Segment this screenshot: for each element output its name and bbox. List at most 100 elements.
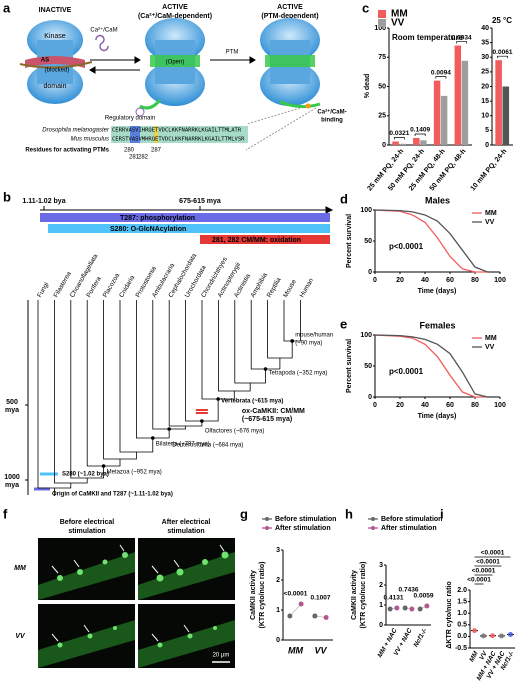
x-tick-label: 80 — [471, 277, 479, 284]
dot — [508, 632, 513, 638]
column-title: stimulation — [167, 528, 204, 535]
chart-title: Females — [419, 320, 455, 330]
x-axis-label: Time (days) — [418, 413, 457, 420]
y-tick-label: 0 — [382, 142, 386, 149]
x-tick-label: 80 — [471, 402, 479, 409]
ptm-bar — [200, 235, 330, 244]
survival-line — [374, 334, 488, 398]
y-axis-label: % dead — [364, 74, 371, 99]
y-tick-label: 0 — [485, 142, 489, 149]
p-value: 0.1007 — [311, 595, 331, 602]
x-tick-label: VV — [478, 650, 489, 662]
survival-line — [374, 209, 488, 273]
p-value: 0.0059 — [414, 593, 434, 600]
y-tick-label: 10 — [481, 113, 489, 120]
species-name: Drosophila melanogaster — [42, 128, 110, 134]
residue: 287 — [151, 148, 162, 154]
axis-label: 500 — [6, 399, 18, 406]
chart-title: Males — [425, 195, 450, 205]
timeline-label: 1.11-1.02 bya — [22, 198, 65, 205]
y-tick-label: 0 — [368, 394, 372, 401]
taxon-label: Mouse — [282, 278, 298, 299]
ptm-bar — [48, 224, 330, 233]
residue: 280 — [124, 148, 135, 154]
y-axis-label: ΔKTR cyto/nuc ratio — [446, 581, 453, 648]
dot — [402, 605, 408, 611]
legend-label: MM — [485, 210, 497, 217]
node-label: mouse/human — [295, 333, 333, 339]
legend-label: Before stimulation — [381, 516, 442, 523]
y-tick-label: 0 — [379, 622, 383, 629]
time-axis — [25, 300, 29, 495]
node-label: Olfactores (~676 mya) — [205, 429, 265, 435]
bar — [420, 140, 427, 145]
dot — [394, 605, 400, 611]
timeline — [40, 206, 334, 214]
p-value: <0.0001 — [472, 568, 496, 575]
legend-label: MM — [485, 335, 497, 342]
domain-label: AS — [41, 58, 49, 64]
y-tick-label: 2 — [276, 577, 280, 584]
y-axis-label: Percent survival — [346, 339, 353, 393]
node-label: Bilateria (~797 mya) — [156, 442, 210, 448]
p-value: p<0.0001 — [389, 242, 424, 251]
y-tick-label: 1.5 — [457, 598, 467, 605]
bar — [461, 60, 469, 146]
dot — [323, 615, 329, 620]
state-subtitle: (Ca²⁺/CaM-dependent) — [138, 13, 212, 20]
dot — [312, 613, 318, 619]
tree-node — [167, 427, 171, 431]
p-value: p<0.0001 — [389, 367, 424, 376]
x-tick-label: 10 mM PQ, 24-h — [470, 148, 509, 192]
tree-node — [263, 367, 268, 371]
panel-label: a — [3, 0, 11, 15]
dot — [424, 603, 430, 609]
column-title: Before electrical — [60, 519, 115, 526]
panel-label: d — [340, 191, 348, 206]
y-tick-label: 1.0 — [457, 610, 467, 617]
node-label: Metazoa (~952 mya) — [107, 470, 162, 476]
legend-label: MM — [391, 9, 408, 20]
kinase-active-cam — [135, 18, 205, 117]
legend-label: After stimulation — [381, 525, 437, 532]
panel-label: b — [3, 189, 11, 204]
residue: 282 — [138, 155, 149, 161]
dot — [481, 633, 486, 639]
column-title: After electrical — [162, 519, 211, 526]
bar — [440, 95, 448, 145]
x-tick-label: 40 — [421, 402, 429, 409]
legend-dot — [371, 526, 375, 530]
legend-dot — [265, 517, 269, 521]
x-tick-label: Ncf1-/- — [413, 627, 429, 648]
sequence: CERRVASVIHRQETVDCLKKFNARRKLKGAILTTMLATR — [112, 128, 242, 134]
y-tick-label: 2 — [379, 582, 383, 589]
tree-node — [290, 339, 295, 343]
tree-node — [200, 419, 204, 423]
bar — [413, 137, 420, 145]
sequence-box — [111, 126, 248, 143]
y-tick-label: 2.0 — [457, 587, 467, 594]
bracket — [497, 55, 508, 59]
survival-line — [374, 334, 488, 398]
x-tick-label: VV — [314, 645, 327, 655]
ox-label: (~675-615 mya) — [242, 416, 292, 423]
bracket — [393, 137, 405, 140]
dot — [287, 613, 293, 619]
bracket — [414, 133, 426, 136]
node-label: Vertebrata (~615 mya) — [221, 399, 283, 405]
x-tick-label: 100 — [494, 277, 506, 284]
bracket — [456, 41, 468, 44]
dot — [499, 633, 504, 639]
tree-node — [216, 397, 220, 401]
x-tick-label: MM — [468, 650, 480, 663]
dot — [298, 601, 304, 607]
dot — [417, 606, 423, 612]
y-tick-label: -0.5 — [455, 645, 467, 652]
y-tick-label: 50 — [364, 363, 372, 370]
axis-label: 1000 — [4, 474, 20, 481]
y-tick-label: 0.5 — [457, 622, 467, 629]
node-label: Deuterostomia (~684 mya) — [172, 443, 243, 449]
taxon-label: Reptilia — [266, 276, 283, 299]
ptm-bar — [40, 213, 330, 222]
p-value: 0.4131 — [384, 595, 404, 602]
